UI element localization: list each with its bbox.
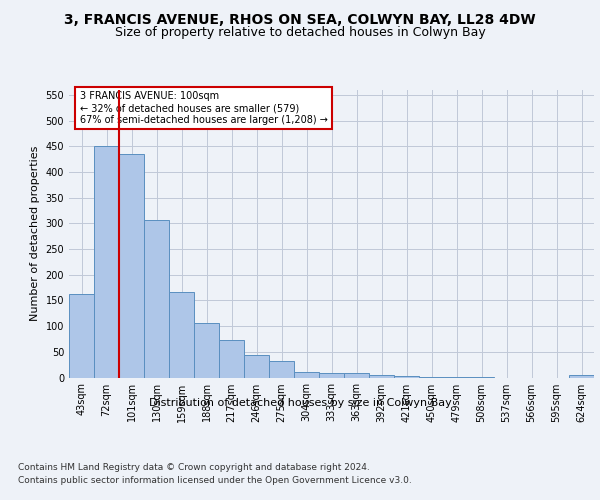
- Bar: [294, 372, 319, 378]
- Text: Contains HM Land Registry data © Crown copyright and database right 2024.: Contains HM Land Registry data © Crown c…: [18, 462, 370, 471]
- Bar: [394, 376, 419, 378]
- Bar: [244, 355, 269, 378]
- Bar: [469, 377, 494, 378]
- Text: Size of property relative to detached houses in Colwyn Bay: Size of property relative to detached ho…: [115, 26, 485, 39]
- Bar: [69, 294, 94, 378]
- Bar: [219, 340, 244, 378]
- Bar: [169, 292, 194, 378]
- Bar: [194, 323, 219, 378]
- Text: 3 FRANCIS AVENUE: 100sqm
← 32% of detached houses are smaller (579)
67% of semi-: 3 FRANCIS AVENUE: 100sqm ← 32% of detach…: [79, 92, 328, 124]
- Bar: [319, 373, 344, 378]
- Bar: [269, 361, 294, 378]
- Bar: [144, 220, 169, 378]
- Bar: [94, 146, 119, 378]
- Bar: [569, 375, 594, 378]
- Text: 3, FRANCIS AVENUE, RHOS ON SEA, COLWYN BAY, LL28 4DW: 3, FRANCIS AVENUE, RHOS ON SEA, COLWYN B…: [64, 12, 536, 26]
- Bar: [344, 374, 369, 378]
- Y-axis label: Number of detached properties: Number of detached properties: [30, 146, 40, 322]
- Text: Distribution of detached houses by size in Colwyn Bay: Distribution of detached houses by size …: [149, 398, 451, 407]
- Bar: [119, 154, 144, 378]
- Bar: [444, 377, 469, 378]
- Bar: [369, 375, 394, 378]
- Text: Contains public sector information licensed under the Open Government Licence v3: Contains public sector information licen…: [18, 476, 412, 485]
- Bar: [419, 377, 444, 378]
